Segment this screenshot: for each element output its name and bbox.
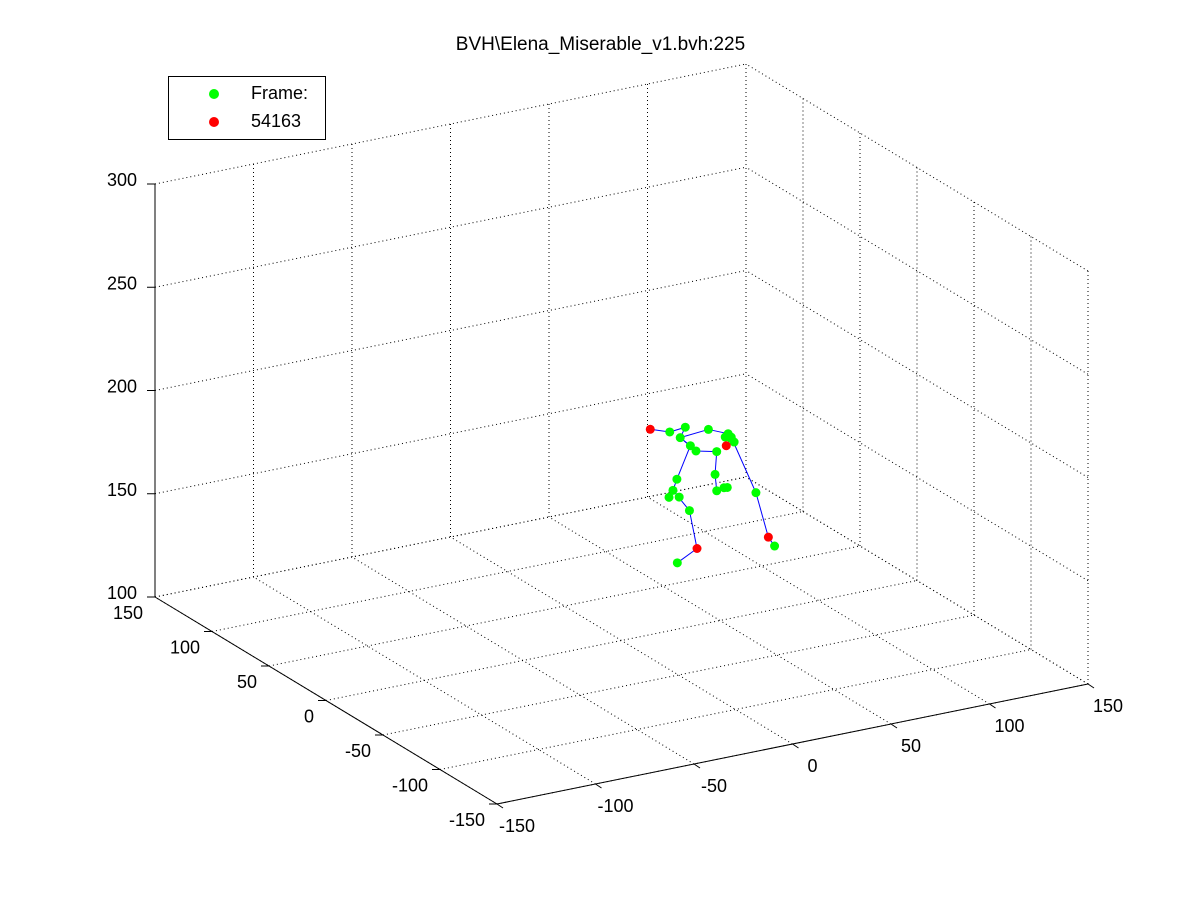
end-effector-point <box>693 544 702 553</box>
skeleton-bone <box>677 446 690 479</box>
legend: Frame: 54163 <box>168 76 326 140</box>
side-wall-gridline-z <box>746 271 1088 478</box>
joint-point <box>673 558 682 567</box>
joint-point <box>751 488 760 497</box>
floor-gridline-x <box>648 497 990 704</box>
joint-point <box>681 423 690 432</box>
x-tick <box>1088 684 1094 688</box>
x-tick <box>891 724 897 728</box>
z-tick-label: 200 <box>107 377 137 397</box>
joint-point <box>672 475 681 484</box>
back-wall-gridline-z <box>155 167 746 287</box>
joint-point <box>686 441 695 450</box>
side-wall-gridline-z <box>746 167 1088 374</box>
x-tick-label: -150 <box>499 816 535 836</box>
side-wall-gridline-z <box>746 374 1088 581</box>
y-tick-label: -150 <box>449 810 485 830</box>
x-tick-label: 0 <box>807 756 817 776</box>
joint-point <box>770 542 779 551</box>
floor-gridline-x <box>352 557 694 764</box>
z-tick-label: 100 <box>107 583 137 603</box>
grid-layer <box>155 64 1088 804</box>
skeleton-bone <box>689 511 697 549</box>
joint-point <box>712 447 721 456</box>
floor-gridline-y <box>326 581 917 701</box>
end-effector-point <box>646 425 655 434</box>
skeleton-joints <box>646 423 779 568</box>
joint-point <box>685 506 694 515</box>
z-tick-label: 150 <box>107 480 137 500</box>
x-tick-label: -50 <box>701 776 727 796</box>
floor-gridline-y <box>383 615 974 735</box>
back-wall-gridline-z <box>155 374 746 494</box>
joint-point <box>723 483 732 492</box>
legend-entry-number: 54163 <box>169 109 325 137</box>
x-tick-label: 100 <box>994 716 1024 736</box>
z-tick-label: 250 <box>107 273 137 293</box>
joint-point <box>727 433 736 442</box>
legend-marker-red <box>209 117 219 127</box>
y-tick-label: -100 <box>392 776 428 796</box>
z-tick-label: 300 <box>107 170 137 190</box>
joint-point <box>675 493 684 502</box>
legend-label-number: 54163 <box>251 111 301 132</box>
floor-gridline-x <box>549 517 891 724</box>
legend-marker-green <box>209 89 219 99</box>
x-tick-label: -100 <box>597 796 633 816</box>
legend-label-frame: Frame: <box>251 83 308 104</box>
y-tick-label: 50 <box>237 672 257 692</box>
x-tick <box>793 744 799 748</box>
x-tick <box>596 784 602 788</box>
end-effector-point <box>722 441 731 450</box>
floor-gridline-y <box>269 546 860 666</box>
end-effector-point <box>764 533 773 542</box>
x-tick-label: 50 <box>901 736 921 756</box>
joint-point <box>665 493 674 502</box>
x-tick <box>497 804 503 808</box>
x-tick <box>694 764 700 768</box>
joint-point <box>704 425 713 434</box>
chart-title: BVH\Elena_Miserable_v1.bvh:225 <box>0 34 1201 56</box>
floor-gridline-y <box>212 512 803 632</box>
skeleton-bone <box>756 493 768 538</box>
y-tick-label: 150 <box>113 603 143 623</box>
tick-labels: -150-100-50050100150-150-100-50050100150… <box>107 170 1123 836</box>
joint-point <box>711 470 720 479</box>
axis-layer <box>147 184 1094 808</box>
floor-gridline-x <box>451 537 793 744</box>
x-tick <box>990 704 996 708</box>
legend-entry-frame: Frame: <box>169 81 325 109</box>
joint-point <box>665 427 674 436</box>
y-tick-label: -50 <box>345 741 371 761</box>
joint-point <box>676 433 685 442</box>
floor-gridline-y <box>440 650 1031 770</box>
y-tick-label: 0 <box>304 707 314 727</box>
x-tick-label: 150 <box>1093 696 1123 716</box>
y-tick-label: 100 <box>170 638 200 658</box>
